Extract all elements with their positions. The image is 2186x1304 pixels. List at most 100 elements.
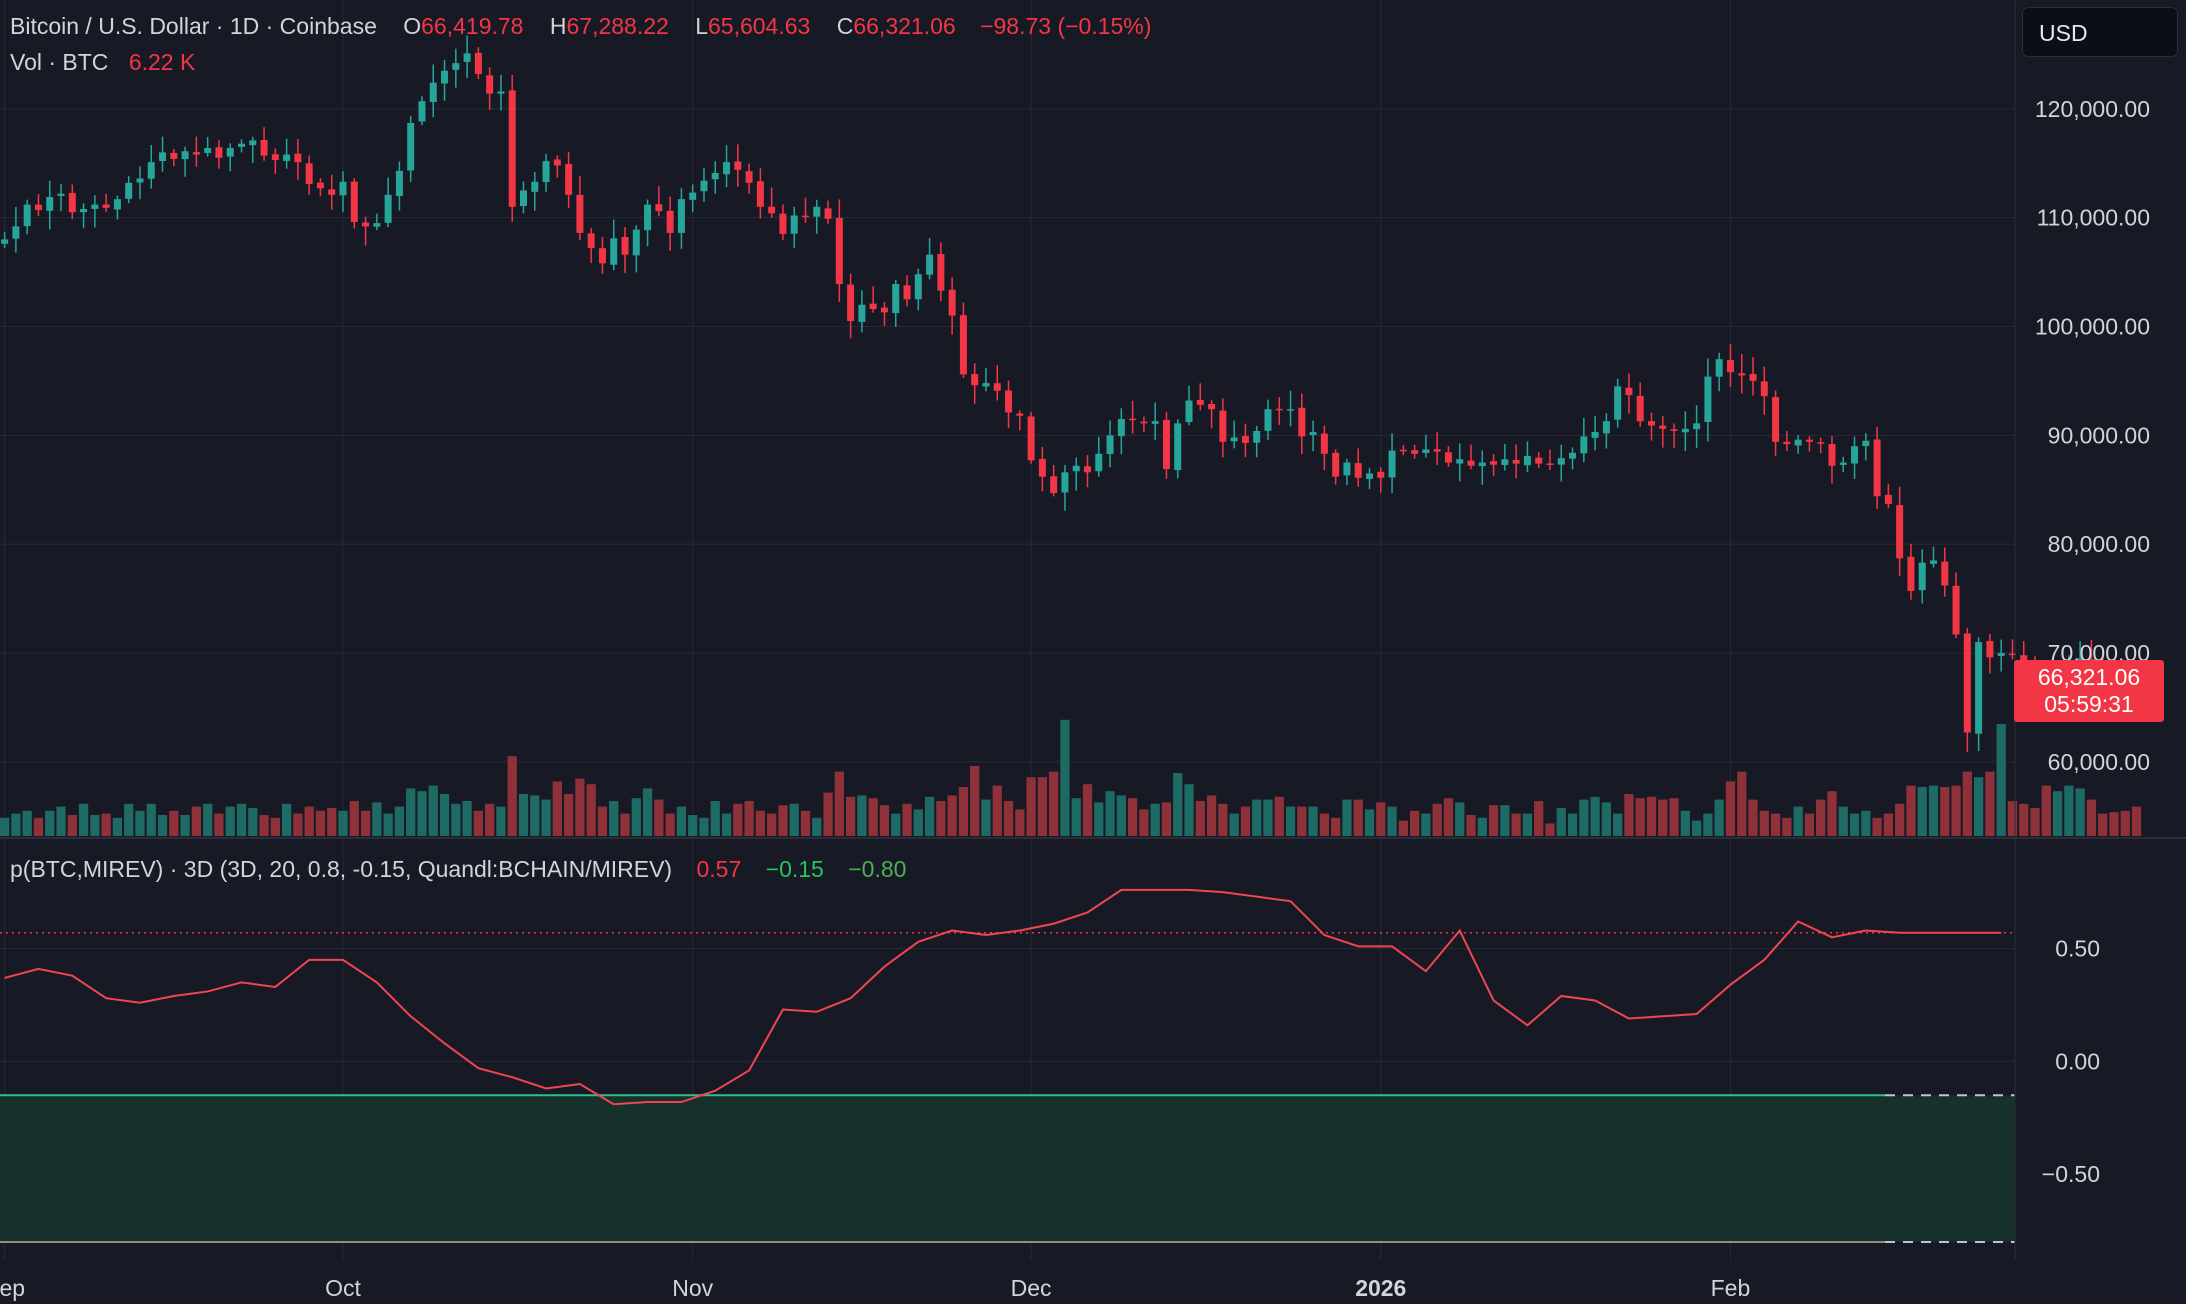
volume-bar xyxy=(191,806,202,836)
candle-body xyxy=(395,170,403,197)
volume-bar xyxy=(507,756,517,836)
volume-bar xyxy=(1759,810,1769,836)
candle-body xyxy=(1287,409,1295,411)
volume-bar xyxy=(1421,813,1431,836)
volume-bar xyxy=(1624,794,1634,836)
volume-bar xyxy=(1297,806,1307,836)
candle-body xyxy=(1117,419,1125,437)
volume-bar xyxy=(586,784,596,836)
volume-bar xyxy=(349,801,359,836)
y-tick-label: 90,000.00 xyxy=(2048,422,2150,448)
volume-bar xyxy=(800,810,811,836)
candle-body xyxy=(497,91,505,94)
volume-bar xyxy=(755,810,766,836)
y-tick-label: 120,000.00 xyxy=(2035,96,2150,122)
symbol-legend: Bitcoin / U.S. Dollar · 1D · Coinbase O6… xyxy=(10,13,1155,40)
volume-bar xyxy=(439,794,450,836)
indicator-label[interactable]: p(BTC,MIREV) · 3D (3D, 20, 0.8, -0.15, Q… xyxy=(10,856,673,882)
volume-bar xyxy=(1522,813,1533,836)
candle-body xyxy=(914,274,922,300)
volume-bar xyxy=(1973,777,1984,836)
volume-bar xyxy=(1849,813,1860,836)
indicator-value: 0.57 xyxy=(696,856,742,882)
candle-body xyxy=(1726,360,1734,373)
candle-body xyxy=(1828,444,1836,466)
volume-bar xyxy=(338,810,348,836)
candle-body xyxy=(745,171,753,183)
change-value: −98.73 (−0.15%) xyxy=(980,13,1152,39)
candle-body xyxy=(1196,400,1204,405)
volume-bar xyxy=(214,813,224,836)
volume-bar xyxy=(417,791,427,836)
volume-bar xyxy=(936,801,946,836)
volume-bar xyxy=(1150,803,1160,836)
volume-bar xyxy=(1319,813,1330,836)
candle-body xyxy=(1569,452,1577,459)
candle-body xyxy=(655,204,663,212)
candle-body xyxy=(565,164,573,195)
candle-body xyxy=(34,204,42,211)
volume-bar xyxy=(1229,813,1239,836)
currency-button[interactable]: USD xyxy=(2022,7,2178,57)
candle-body xyxy=(1185,400,1193,423)
candle-body xyxy=(847,284,855,322)
candle-body xyxy=(1174,423,1182,471)
volume-bar xyxy=(902,803,912,836)
volume-bar xyxy=(970,766,980,836)
volume-bar xyxy=(1511,813,1521,836)
candle-body xyxy=(1332,452,1340,477)
candle-body xyxy=(1681,428,1689,433)
volume-bar xyxy=(1376,802,1386,836)
candle-body xyxy=(835,218,843,285)
volume-bar xyxy=(2019,803,2029,836)
volume-label[interactable]: Vol · BTC xyxy=(10,49,109,75)
candle-body xyxy=(948,289,956,316)
candle-body xyxy=(316,182,324,189)
candle-body xyxy=(283,154,291,161)
volume-bar xyxy=(721,813,732,836)
candle-body xyxy=(1230,437,1238,442)
volume-bar xyxy=(485,803,495,836)
volume-bar xyxy=(654,799,664,836)
candle-body xyxy=(136,178,144,183)
indicator-bottom-band: −0.80 xyxy=(848,856,907,882)
candle-body xyxy=(1140,421,1148,424)
volume-bar xyxy=(1082,784,1093,836)
volume-bar xyxy=(360,810,371,836)
volume-bar xyxy=(1240,806,1251,836)
volume-bar xyxy=(1364,809,1375,836)
volume-bar xyxy=(1139,809,1149,836)
volume-bar xyxy=(428,785,438,836)
volume-bar xyxy=(665,813,675,836)
candle-body xyxy=(1106,435,1114,454)
symbol-title[interactable]: Bitcoin / U.S. Dollar · 1D · Coinbase xyxy=(10,13,377,39)
volume-bar xyxy=(1015,809,1025,836)
candle-body xyxy=(1501,459,1509,465)
volume-bar xyxy=(642,788,653,836)
low-key: L xyxy=(695,13,708,39)
candle-body xyxy=(113,199,121,210)
candle-body xyxy=(1704,376,1712,422)
volume-bar xyxy=(2052,791,2063,836)
volume-bar xyxy=(552,781,562,836)
candle-body xyxy=(1772,397,1780,442)
volume-bar xyxy=(1680,810,1690,836)
candle-body xyxy=(91,204,99,209)
volume-bar xyxy=(1962,771,1972,836)
volume-bar xyxy=(981,799,991,836)
candle-body xyxy=(892,284,900,314)
candle-body xyxy=(1670,429,1678,431)
volume-bar xyxy=(609,801,619,836)
last-price-value: 66,321.06 xyxy=(2037,664,2141,691)
close-value: 66,321.06 xyxy=(853,13,956,39)
candle-body xyxy=(1005,390,1013,413)
volume-bar xyxy=(315,810,326,836)
candle-body xyxy=(1,239,9,244)
volume-bar xyxy=(135,810,145,836)
candle-body xyxy=(801,215,809,218)
volume-bar xyxy=(1748,799,1758,836)
volume-bar xyxy=(293,813,303,836)
candle-body xyxy=(1647,421,1655,426)
